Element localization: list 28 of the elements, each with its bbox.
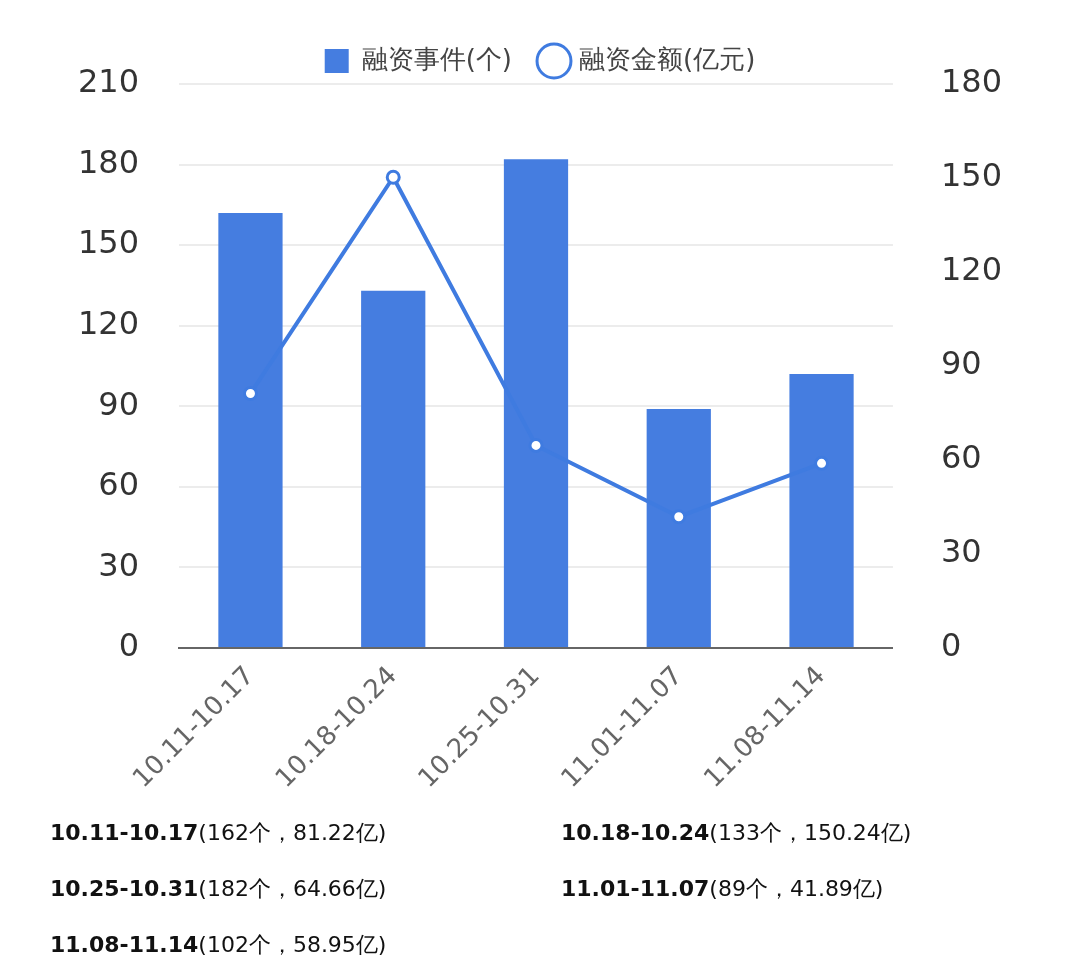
text: 10.11-10.17(162个，81.22亿) [50, 819, 388, 847]
y2-tick-label: 90 [940, 344, 982, 383]
text: 11.08-11.14(102个，58.95亿) [50, 931, 388, 959]
point [814, 455, 830, 471]
y-tick-label: 150 [78, 223, 140, 262]
y-tick-label: 120 [78, 304, 140, 343]
point [242, 386, 258, 402]
text: 10.18-10.24(133个，150.24亿) [561, 819, 913, 847]
y2-tick-label: 150 [940, 156, 1002, 195]
y-tick-label: 60 [98, 465, 140, 504]
y-tick-label: 90 [98, 384, 140, 423]
y-tick-label: 30 [98, 545, 140, 584]
y2-tick-label: 30 [940, 532, 982, 571]
legend-label: 融资事件(个) [361, 43, 513, 74]
y2-tick-label: 60 [940, 438, 982, 477]
y-tick-label: 180 [78, 142, 140, 181]
y-tick-label: 210 [78, 62, 140, 101]
legend-label: 融资金额(亿元) [579, 43, 756, 74]
y-tick-label: 0 [118, 626, 140, 665]
text: 11.01-11.07(89个，41.89亿) [561, 875, 885, 903]
point [528, 437, 544, 453]
y2-tick-label: 0 [940, 626, 962, 665]
y2-tick-label: 120 [940, 250, 1002, 289]
bar [361, 290, 426, 648]
point [385, 169, 401, 185]
y2-tick-label: 180 [940, 62, 1002, 101]
text: 10.25-10.31(182个，64.66亿) [50, 875, 388, 903]
point [671, 509, 687, 525]
